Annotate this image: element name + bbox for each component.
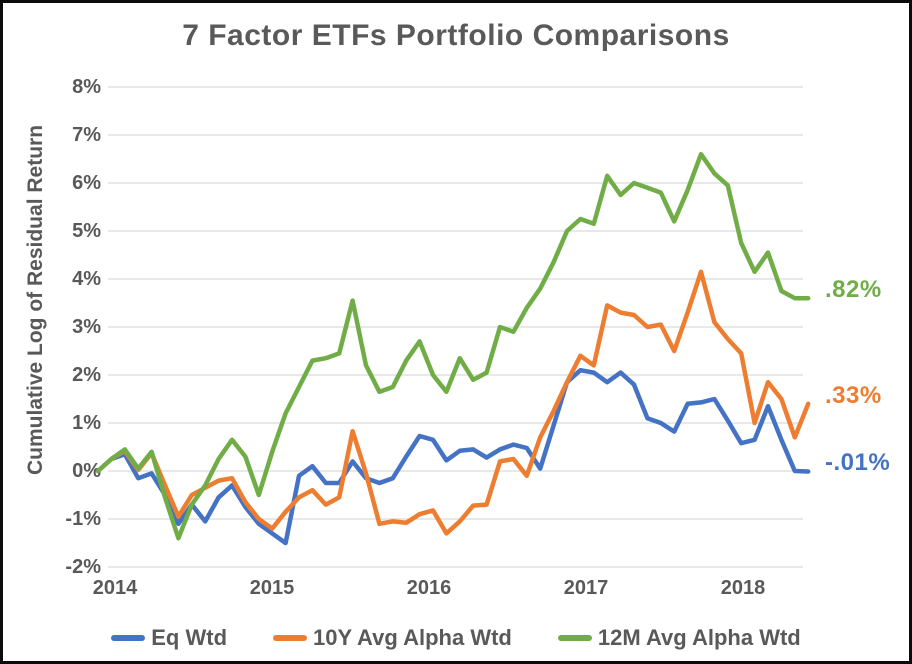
legend-dash-icon <box>557 635 592 641</box>
y-tick-label: 1% <box>72 412 101 434</box>
y-tick-label: 0% <box>72 460 101 482</box>
legend-label: Eq Wtd <box>151 625 228 650</box>
y-tick-label: 8% <box>72 76 101 98</box>
legend-item-eq-wtd: Eq Wtd <box>111 625 227 651</box>
series-line-10y-avg-alpha-wtd <box>95 269 811 536</box>
series-line-12m-avg-alpha-wtd <box>95 151 811 541</box>
y-tick-label: 5% <box>72 220 101 242</box>
x-tick-label: 2014 <box>92 577 138 599</box>
x-tick-label: 2017 <box>563 577 609 599</box>
x-tick-label: 2016 <box>406 577 452 599</box>
legend-dash-icon <box>111 635 146 641</box>
end-label-12m: .82% <box>825 276 882 304</box>
legend-label: 12M Avg Alpha Wtd <box>597 625 801 650</box>
series-line-eq-wtd <box>95 367 811 546</box>
y-tick-label: 7% <box>72 124 101 146</box>
legend-item-10y-avg-alpha-wtd: 10Y Avg Alpha Wtd <box>273 625 512 651</box>
legend: Eq Wtd 10Y Avg Alpha Wtd 12M Avg Alpha W… <box>3 625 909 651</box>
y-tick-label: 3% <box>72 316 101 338</box>
x-tick-label: 2015 <box>249 577 295 599</box>
legend-label: 10Y Avg Alpha Wtd <box>313 625 512 650</box>
chart-title: 7 Factor ETFs Portfolio Comparisons <box>182 19 730 52</box>
end-label-eq: -.01% <box>825 449 891 477</box>
y-tick-label: 6% <box>72 172 101 194</box>
plot-area <box>95 86 811 568</box>
legend-item-12m-avg-alpha-wtd: 12M Avg Alpha Wtd <box>557 625 801 651</box>
x-tick-label: 2018 <box>720 577 766 599</box>
end-label-10y: .33% <box>825 381 882 409</box>
y-tick-label: 4% <box>72 268 101 290</box>
y-tick-label: 2% <box>72 364 101 386</box>
legend-dash-icon <box>273 635 308 641</box>
y-tick-label: -2% <box>65 556 101 578</box>
y-tick-label: -1% <box>65 508 101 530</box>
